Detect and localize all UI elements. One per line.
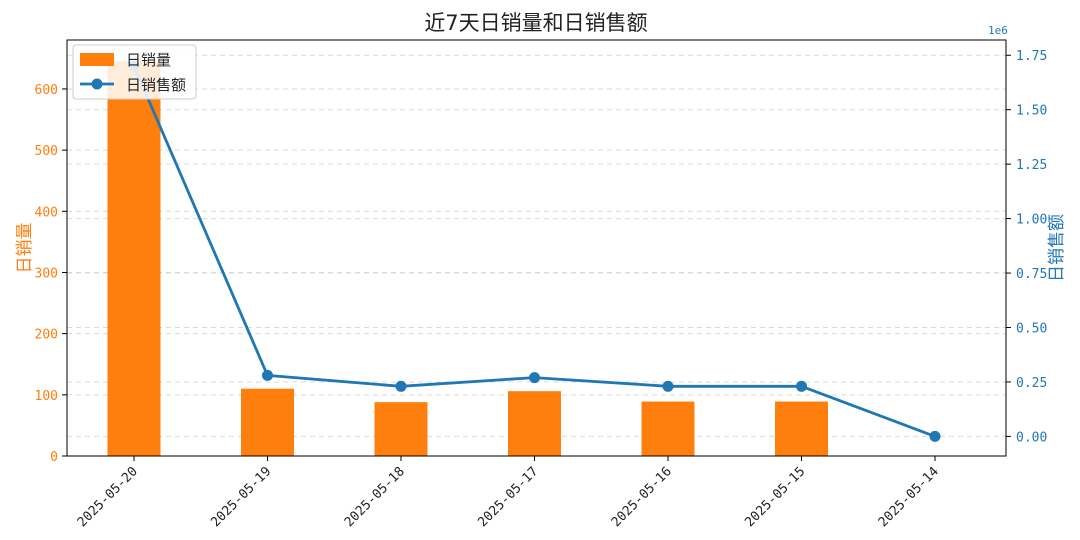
bar-2025-05-18 — [374, 402, 428, 456]
left-tick-label: 600 — [35, 83, 58, 98]
right-tick-label: 1.25 — [1016, 158, 1047, 173]
x-tick-label-2025-05-18: 2025-05-18 — [342, 464, 408, 530]
legend-label-daily-volume: 日销量 — [126, 51, 171, 69]
bar-2025-05-16 — [641, 401, 695, 456]
x-tick-label-2025-05-17: 2025-05-17 — [475, 464, 541, 530]
point-2025-05-15 — [796, 380, 807, 392]
bar-2025-05-15 — [775, 401, 828, 456]
left-axis-label: 日销量 — [15, 223, 35, 274]
right-tick-label: 1.75 — [1016, 49, 1047, 64]
right-axis-label: 日销售额 — [1047, 214, 1067, 282]
bar-2025-05-20 — [107, 61, 161, 456]
left-tick-label: 200 — [35, 328, 58, 343]
x-tick-label-2025-05-15: 2025-05-15 — [742, 464, 808, 530]
right-tick-label: 0.25 — [1016, 376, 1047, 391]
line-series — [128, 60, 941, 442]
plot-frame — [66, 39, 1007, 457]
point-2025-05-16 — [662, 380, 674, 392]
chart-title: 近7天日销量和日销售额 — [424, 11, 647, 35]
x-tick-label-2025-05-19: 2025-05-19 — [208, 464, 274, 530]
legend-label-daily-sales: 日销售额 — [126, 76, 186, 94]
point-2025-05-19 — [262, 369, 273, 381]
bar-2025-05-19 — [241, 388, 294, 456]
axes: 0 100 200 300 400 500 600 日销量 0.00 0.25 0.50 0.75 1.… — [15, 24, 1067, 530]
bar-2025-05-17 — [508, 391, 561, 456]
left-tick-label: 100 — [35, 389, 58, 404]
right-tick-label: 1.50 — [1016, 104, 1047, 119]
x-tick-label-2025-05-14: 2025-05-14 — [876, 464, 942, 530]
x-tick-label-2025-05-20: 2025-05-20 — [75, 464, 141, 530]
bar-series — [107, 61, 828, 456]
left-tick-label: 300 — [35, 266, 58, 281]
left-tick-label: 0 — [50, 450, 58, 465]
point-2025-05-18 — [395, 380, 407, 392]
point-2025-05-17 — [529, 372, 540, 384]
legend-line-marker — [91, 78, 103, 90]
right-tick-label: 0.50 — [1016, 321, 1047, 336]
point-2025-05-14 — [929, 430, 941, 442]
legend-bar-swatch — [80, 53, 114, 66]
x-tick-label-2025-05-16: 2025-05-16 — [609, 464, 675, 530]
right-tick-label: 0.75 — [1016, 267, 1047, 282]
left-tick-label: 400 — [35, 205, 58, 220]
right-tick-label: 0.00 — [1016, 430, 1047, 445]
right-axis-offset-label: 1e6 — [988, 24, 1008, 37]
left-tick-label: 500 — [35, 144, 58, 159]
right-tick-label: 1.00 — [1016, 213, 1047, 228]
